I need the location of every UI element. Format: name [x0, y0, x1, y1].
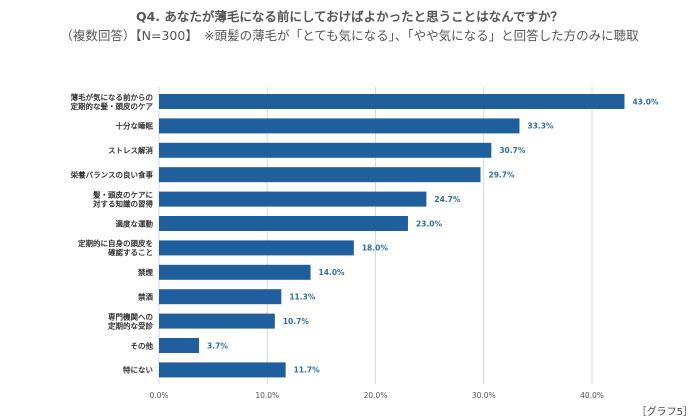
value-label: 30.7%	[499, 146, 526, 155]
bar	[159, 362, 286, 378]
value-labels: 43.0% 33.3% 30.7% 29.7% 24.7% 23.0% 18.0% 14.0%…	[207, 97, 659, 374]
category-label: 適度な運動	[116, 218, 154, 228]
value-label: 18.0%	[362, 244, 389, 253]
chart-subtitle: （複数回答）【N=300】 ※頭髪の薄毛が「とても気になる」、「やや気になる」と…	[60, 28, 639, 43]
x-tick-label: 0.0%	[149, 391, 168, 400]
bar	[159, 167, 481, 183]
bar	[159, 338, 200, 353]
value-label: 3.7%	[207, 341, 228, 350]
category-label: 薄毛が気になる前からの	[71, 92, 154, 102]
category-label: 栄養バランスの良い食事	[70, 170, 154, 180]
category-label: 定期的な受診	[108, 320, 153, 330]
category-label: 髪・頭皮のケアに	[92, 189, 153, 199]
value-label: 11.3%	[289, 293, 316, 302]
value-label: 43.0%	[632, 97, 659, 106]
category-label: 定期的な髪・頭皮のケア	[71, 101, 154, 111]
bar	[159, 216, 408, 231]
bar	[159, 289, 282, 305]
bar	[159, 313, 275, 329]
x-tick-label: 10.0%	[255, 391, 279, 400]
bar	[159, 118, 520, 134]
bar	[159, 142, 492, 158]
category-label: 確認すること	[107, 247, 153, 257]
value-label: 24.7%	[434, 195, 461, 204]
category-label: 特にない	[123, 365, 153, 375]
value-label: 14.0%	[319, 268, 346, 277]
bar	[159, 264, 311, 280]
value-label: 11.7%	[294, 366, 321, 375]
gridlines	[158, 87, 593, 384]
graph-number-label: ［グラフ5］	[636, 407, 693, 418]
category-label: ストレス解消	[108, 145, 153, 155]
bars	[159, 94, 625, 378]
x-tick-label: 40.0%	[580, 391, 604, 400]
category-label: その他	[131, 340, 154, 350]
category-label: 専門機関への	[108, 311, 153, 321]
chart-title: Q4. あなたが薄毛になる前にしておけばよかったと思うことはなんですか？	[135, 9, 564, 24]
x-tick-label: 30.0%	[472, 391, 496, 400]
value-label: 29.7%	[489, 171, 516, 180]
value-label: 10.7%	[283, 317, 310, 326]
bar	[159, 94, 625, 109]
x-tick-label: 20.0%	[364, 391, 388, 400]
category-label: 禁煙	[138, 267, 153, 277]
bar	[159, 191, 427, 207]
category-label: 禁酒	[138, 292, 153, 302]
value-label: 33.3%	[527, 122, 554, 131]
category-label: 定期的に自身の頭皮を	[78, 238, 153, 248]
category-label: 十分な睡眠	[116, 121, 154, 131]
x-axis-ticks: 0.0% 10.0% 20.0% 30.0% 40.0%	[149, 391, 603, 400]
category-label: 対する知識の習得	[92, 198, 153, 208]
category-labels: 薄毛が気になる前からの定期的な髪・頭皮のケア十分な睡眠ストレス解消栄養バランスの…	[70, 92, 154, 375]
value-label: 23.0%	[416, 219, 443, 228]
bar	[159, 240, 354, 256]
